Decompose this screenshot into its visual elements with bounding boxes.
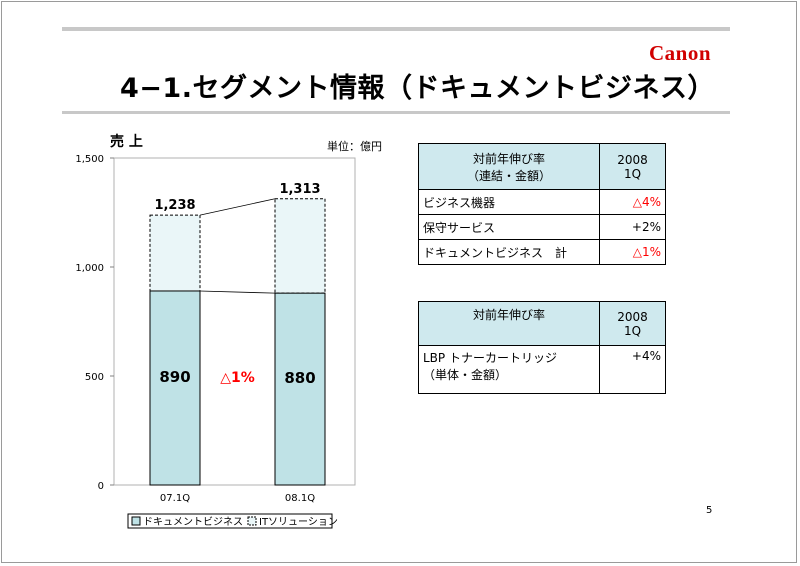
bar-segment-it-solutions bbox=[274, 198, 326, 294]
canon-logo: Canon bbox=[649, 41, 712, 65]
t2-row-label-line2: （単体・金額） bbox=[423, 368, 508, 382]
slide-title: 4−1.セグメント情報（ドキュメントビジネス） bbox=[120, 73, 715, 104]
top-rule bbox=[62, 27, 730, 31]
title-rule bbox=[62, 111, 730, 114]
bar-value-label: 880 bbox=[284, 369, 315, 387]
bar-segment-it-solutions bbox=[149, 214, 201, 292]
legend-label-it: ITソリューション bbox=[259, 517, 338, 528]
y-tick-label: 1,000 bbox=[75, 263, 104, 274]
t1-header-year: 2008 bbox=[617, 152, 648, 167]
x-tick-label: 07.1Q bbox=[160, 493, 190, 504]
y-tick-label: 500 bbox=[85, 372, 104, 383]
t1-header-left-line2: （連結・金額） bbox=[466, 168, 551, 183]
t2-row-value: +4% bbox=[599, 345, 666, 394]
bar-segment-document bbox=[274, 292, 326, 486]
t1-row-label: ビジネス機器 bbox=[418, 189, 600, 215]
page-number: 5 bbox=[706, 505, 713, 516]
connector-line-total bbox=[199, 198, 276, 216]
legend-swatch-document bbox=[131, 516, 141, 526]
plot-frame bbox=[113, 157, 356, 486]
legend-box bbox=[127, 513, 333, 529]
growth-table-lbp: 対前年伸び率 2008 1Q LBP トナーカートリッジ （単体・金額） +4% bbox=[418, 301, 666, 394]
t1-row-value: △1% bbox=[599, 239, 666, 265]
connector-line-document bbox=[199, 290, 276, 294]
t2-row-label-line1: LBP トナーカートリッジ bbox=[423, 351, 557, 365]
t1-header-right: 2008 1Q bbox=[599, 143, 666, 190]
t1-row-value: △4% bbox=[599, 189, 666, 215]
t2-header-left: 対前年伸び率 bbox=[418, 301, 600, 346]
bar-total-label: 1,238 bbox=[154, 198, 195, 213]
bar-total-label: 1,313 bbox=[279, 182, 320, 197]
t1-row-label: 保守サービス bbox=[418, 214, 600, 240]
bar-segment-document bbox=[149, 290, 201, 486]
x-tick-label: 08.1Q bbox=[285, 493, 315, 504]
bar-value-label: 890 bbox=[159, 368, 190, 386]
y-tick-label: 1,500 bbox=[75, 154, 104, 165]
t2-header-quarter: 1Q bbox=[623, 323, 642, 338]
growth-label: △1% bbox=[220, 370, 255, 386]
t2-header-right: 2008 1Q bbox=[599, 301, 666, 346]
t1-row-label: ドキュメントビジネス 計 bbox=[418, 239, 600, 265]
t2-row-label: LBP トナーカートリッジ （単体・金額） bbox=[418, 345, 600, 394]
legend-swatch-it bbox=[247, 516, 257, 526]
legend-label-document: ドキュメントビジネス bbox=[143, 516, 243, 528]
t1-header-left-line1: 対前年伸び率 bbox=[472, 151, 545, 166]
y-tick-label: 0 bbox=[98, 481, 104, 492]
t1-header-quarter: 1Q bbox=[623, 166, 642, 181]
growth-table-consolidated: 対前年伸び率 （連結・金額） 2008 1Q ビジネス機器 △4% 保守サービス… bbox=[418, 143, 666, 265]
chart-title: 売 上 bbox=[110, 133, 143, 150]
t1-header-left: 対前年伸び率 （連結・金額） bbox=[418, 143, 600, 190]
t1-row-value: +2% bbox=[599, 214, 666, 240]
t2-header-year: 2008 bbox=[617, 309, 648, 324]
unit-label: 単位：億円 bbox=[327, 139, 382, 153]
